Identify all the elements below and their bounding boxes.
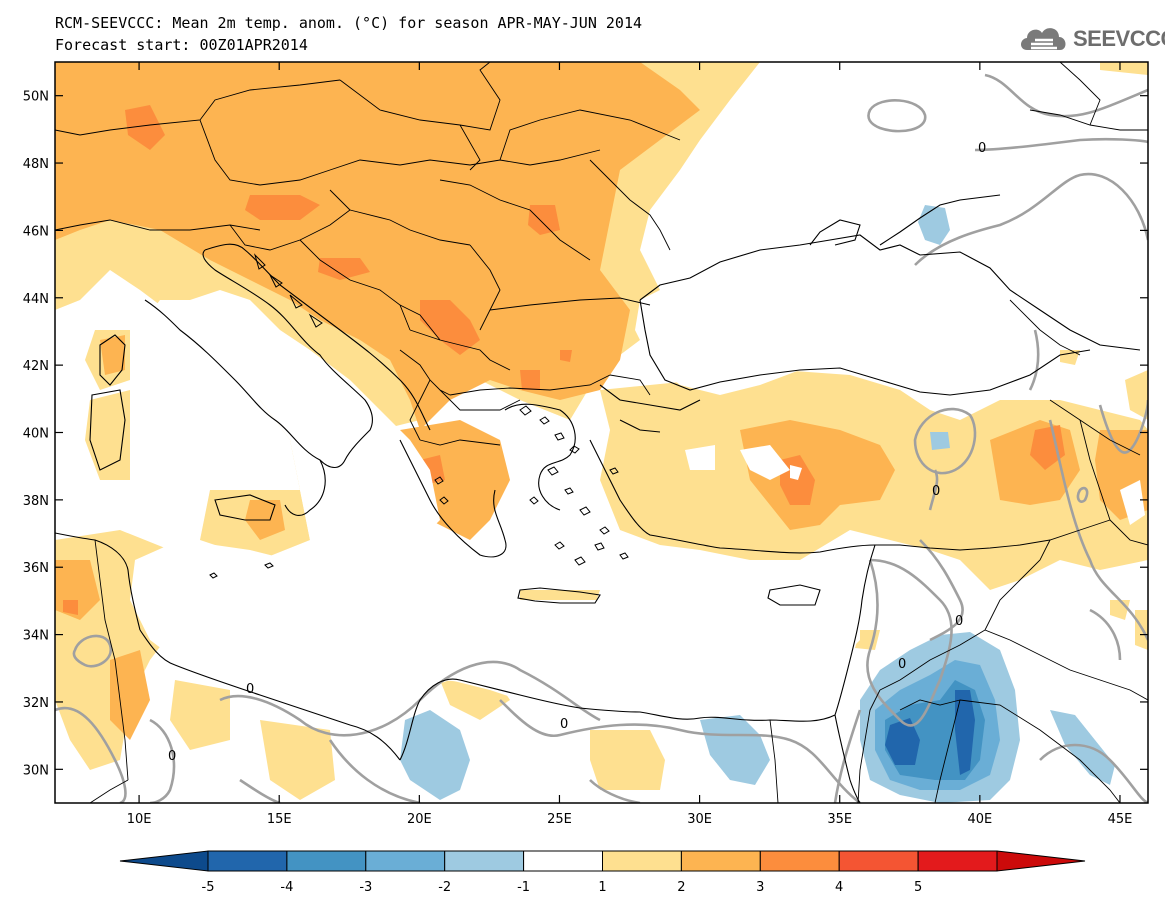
colorbar-segment [444,850,525,872]
colorbar-segment [523,850,603,872]
colorbar-max-triangle [996,850,1086,872]
colorbar-segment [917,850,998,872]
colorbar-label: -2 [438,880,451,895]
colorbar-segment [286,850,367,872]
lat-tick-label: 32N [23,696,49,711]
colorbar-segment [365,850,446,872]
contour-label-zero: 0 [246,682,254,697]
map-plot-area: 0 0 0 0 0 0 0 [55,62,1148,803]
contour-label-zero: 0 [168,749,176,764]
title-line-1: RCM-SEEVCCC: Mean 2m temp. anom. (°C) fo… [55,14,642,32]
lat-tick-label: 48N [23,157,49,172]
colorbar-segment [602,850,682,872]
colorbar-segment [838,850,919,872]
lat-tick-label: 40N [23,427,49,442]
islands [209,253,629,579]
lat-tick-label: 36N [23,561,49,576]
lat-tick-label: 44N [23,292,49,307]
colorbar-segment [759,850,840,872]
colorbar-label: 5 [914,880,922,895]
lat-tick-label: 46N [23,224,49,239]
latitude-axis: 50N 48N 46N 44N 42N 40N 38N 36N 34N 32N 30N [23,90,1148,778]
cloud-icon [1021,28,1066,50]
seevccc-logo: SEEVCCC [1017,20,1165,58]
lat-tick-label: 30N [23,763,49,778]
lon-tick-label: 15E [267,812,292,827]
map-title: RCM-SEEVCCC: Mean 2m temp. anom. (°C) fo… [55,12,642,56]
lat-tick-label: 50N [23,90,49,105]
colorbar-label: 2 [677,880,685,895]
contour-labels: 0 0 0 0 0 0 0 [168,141,986,764]
colorbar-label: 3 [756,880,764,895]
contour-label-zero: 0 [932,484,940,499]
zero-contours [55,73,1148,803]
colorbar-segment [680,850,761,872]
lon-tick-label: 40E [967,812,992,827]
colorbar-label: 4 [835,880,843,895]
colorbar-min-triangle [119,850,209,872]
colorbar-label: -4 [280,880,293,895]
lon-tick-label: 35E [827,812,852,827]
sea-mask [130,245,1145,730]
contour-label-zero: 0 [898,657,906,672]
colorbar-segment [207,850,288,872]
lon-tick-label: 10E [127,812,152,827]
logo-text: SEEVCCC [1073,26,1165,51]
colorbar-label: 1 [598,880,606,895]
lat-tick-label: 34N [23,629,49,644]
colorbar-label: -1 [517,880,530,895]
lon-tick-label: 45E [1108,812,1133,827]
title-line-2: Forecast start: 00Z01APR2014 [55,36,308,54]
lat-tick-label: 38N [23,494,49,509]
lat-tick-label: 42N [23,359,49,374]
lon-tick-label: 30E [687,812,712,827]
anomaly-fill-minus-4-5 [885,690,975,775]
lon-tick-label: 25E [547,812,572,827]
lon-tick-label: 20E [407,812,432,827]
country-borders [55,62,1148,803]
contour-label-zero: 0 [955,614,963,629]
colorbar-label: -3 [359,880,372,895]
longitude-axis: 10E 15E 20E 25E 30E 35E 40E 45E [127,62,1133,827]
contour-label-zero: 0 [560,717,568,732]
coastlines [55,194,1141,803]
colorbar-label: -5 [202,880,215,895]
colorbar: -5 -4 -3 -2 -1 1 2 3 4 5 [119,850,1086,895]
contour-label-zero: 0 [978,141,986,156]
